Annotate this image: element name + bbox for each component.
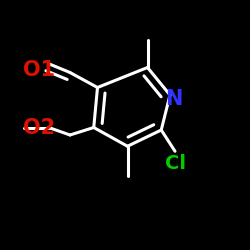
Text: O2: O2 <box>23 118 55 138</box>
Text: Cl: Cl <box>164 154 186 173</box>
Text: N: N <box>165 89 182 109</box>
Text: O1: O1 <box>23 60 55 80</box>
